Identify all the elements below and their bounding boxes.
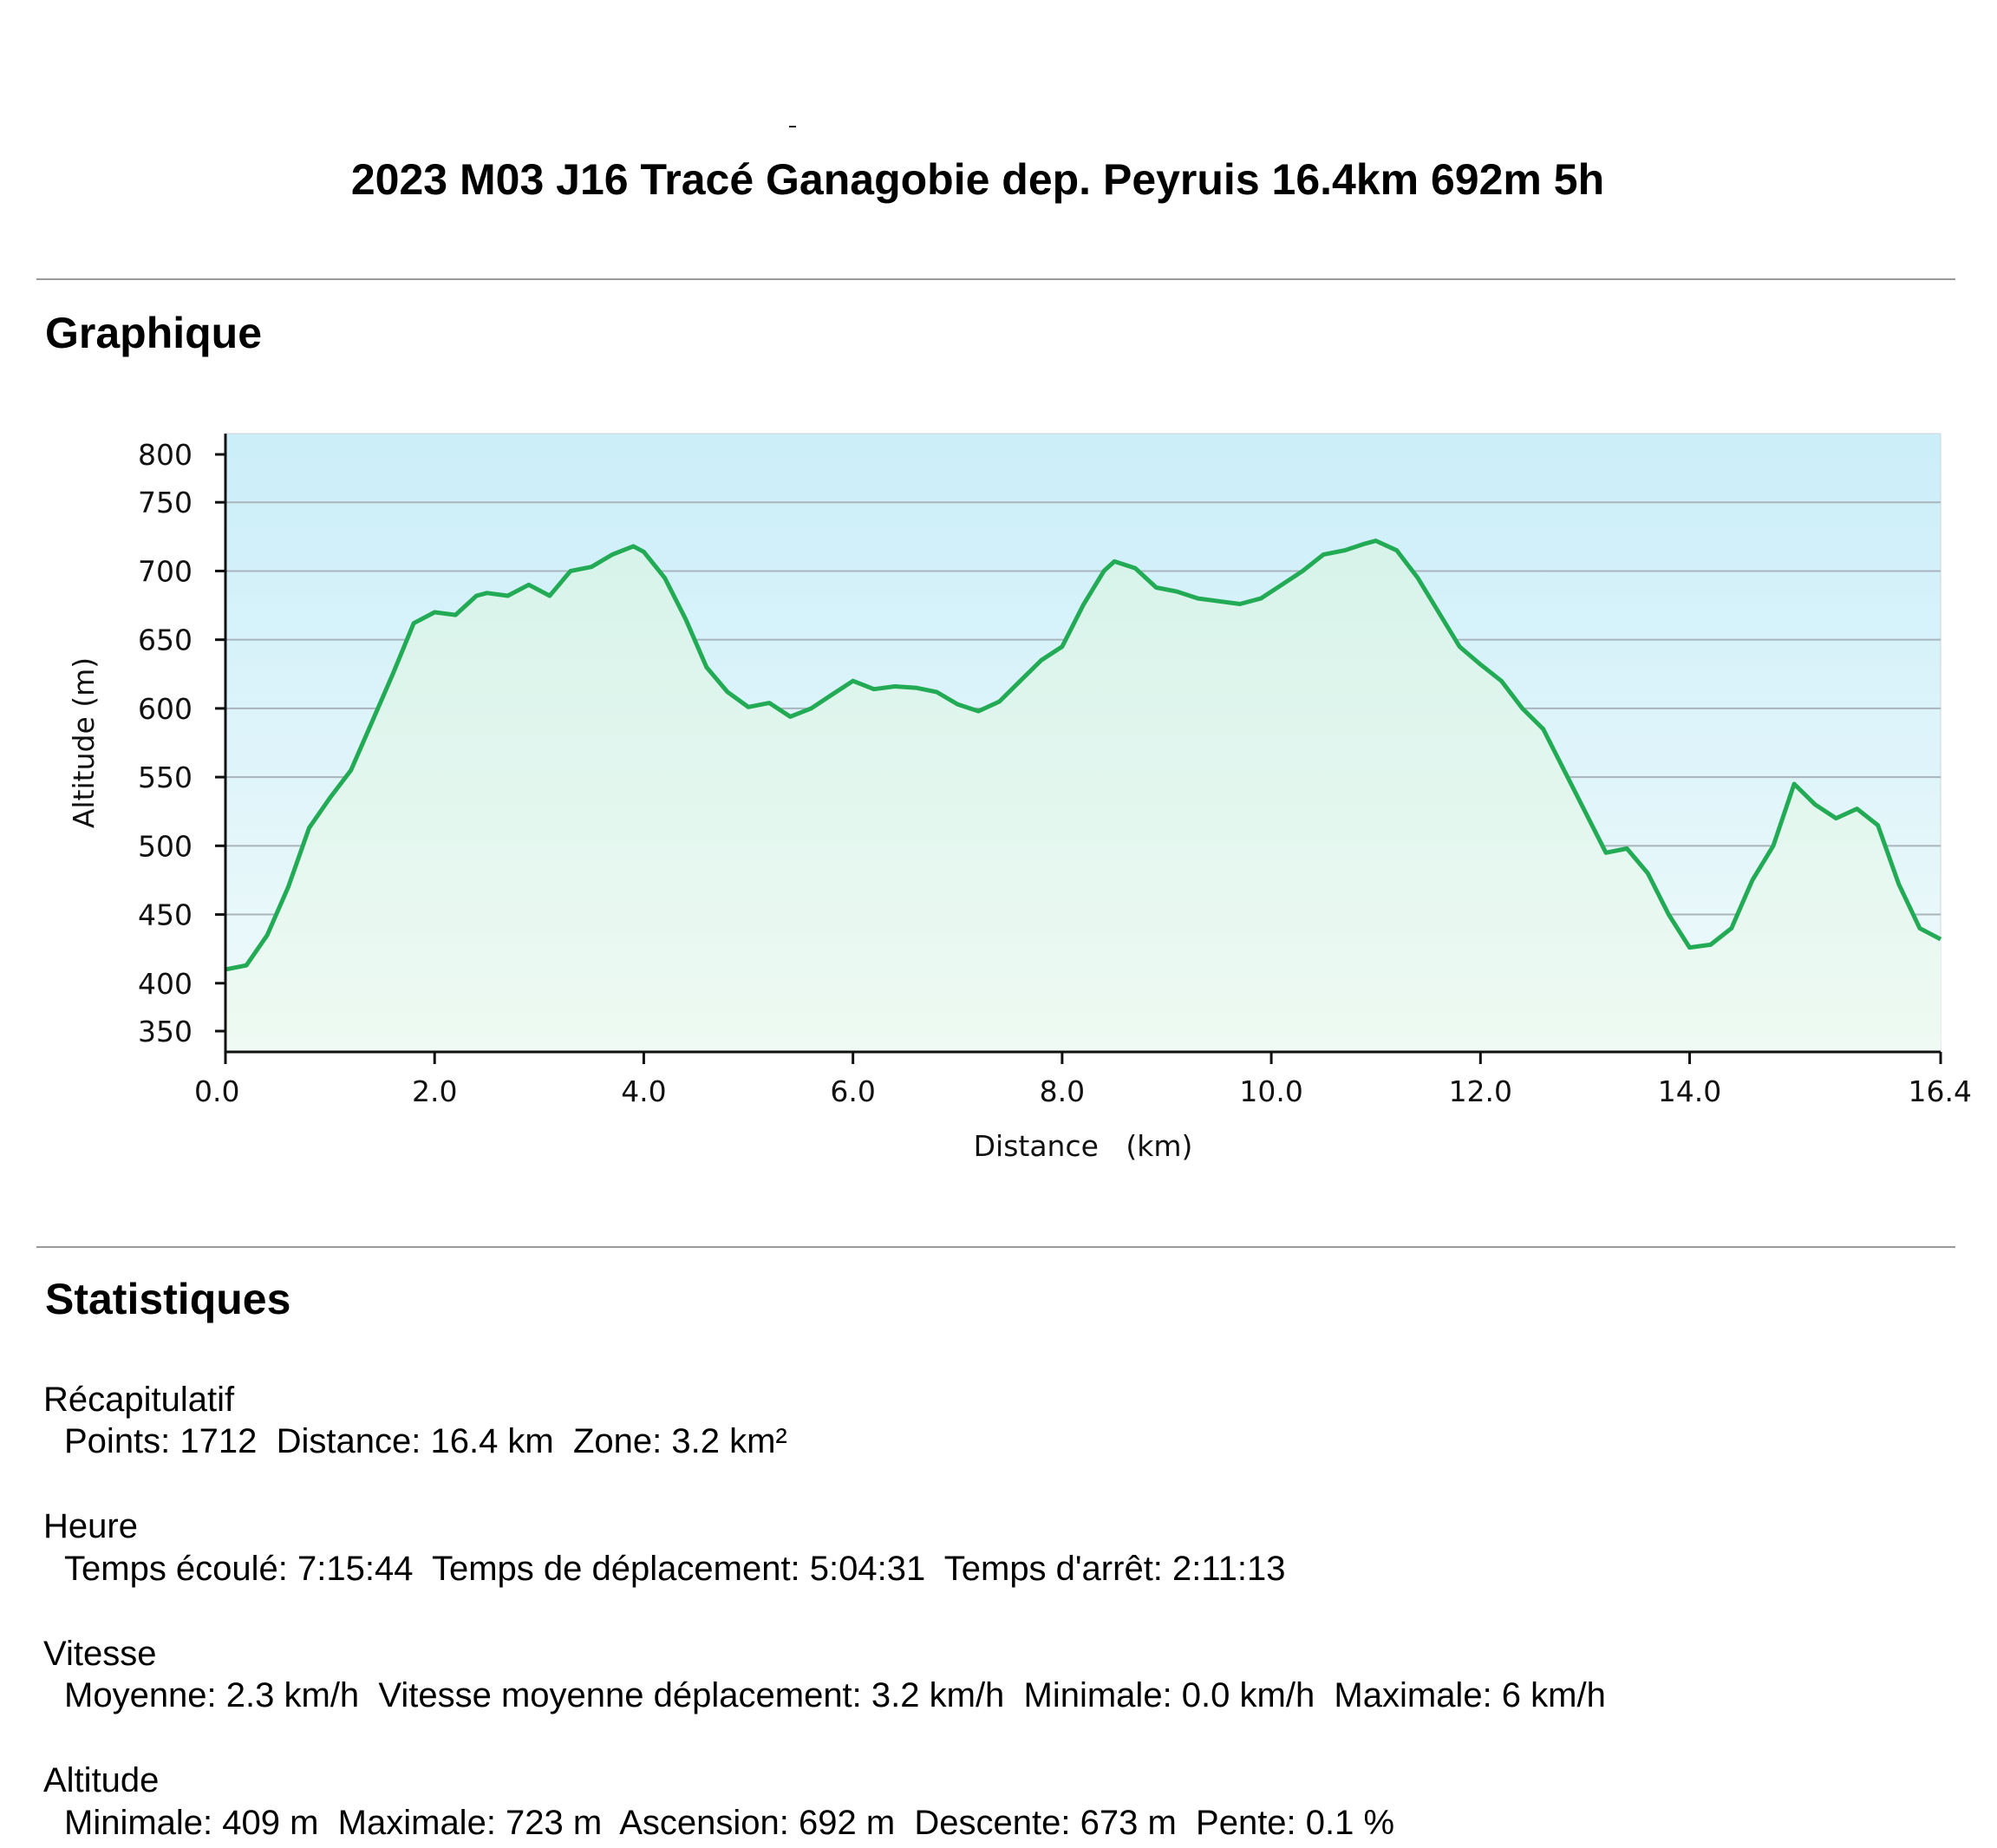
- stats-heading: Statistiques: [45, 1275, 291, 1323]
- y-tick-label: 350: [138, 1015, 193, 1048]
- y-axis-ticks: 800 750 700 650 600 550 500 450 400 350: [138, 438, 225, 1048]
- x-axis-ticks: 0.0 2.0 4.0 6.0 8.0 10.0 12.0 14.0 16.4: [194, 1052, 1972, 1108]
- y-tick-label: 600: [138, 692, 193, 726]
- x-tick-label: 2.0: [412, 1074, 457, 1108]
- y-tick-label: 650: [138, 624, 193, 657]
- axes: [224, 434, 1941, 1054]
- x-tick-label: 0.0: [194, 1074, 239, 1108]
- y-tick-label: 700: [138, 554, 193, 588]
- time-heading: Heure: [43, 1507, 138, 1545]
- graph-heading: Graphique: [45, 309, 263, 357]
- y-tick-label: 500: [138, 829, 193, 863]
- elevation-area: [225, 540, 1941, 1052]
- x-tick-label: 6.0: [830, 1074, 875, 1108]
- decorative-dash: [789, 126, 796, 127]
- x-tick-label: 10.0: [1239, 1074, 1302, 1108]
- x-axis-label: Distance (km): [974, 1129, 1193, 1163]
- elevation-chart: 800 750 700 650 600 550 500 450 400 350 0.0 2.0 4.0…: [67, 433, 1972, 1163]
- x-tick-label: 14.0: [1658, 1074, 1721, 1108]
- divider-middle: [36, 1246, 1955, 1248]
- y-tick-label: 800: [138, 438, 193, 472]
- page-title: 2023 M03 J16 Tracé Ganagobie dep. Peyrui…: [350, 155, 1605, 204]
- y-axis-label: Altitude (m): [67, 657, 101, 828]
- altitude-heading: Altitude: [43, 1761, 160, 1799]
- speed-values: Moyenne: 2.3 km/h Vitesse moyenne déplac…: [64, 1676, 1606, 1714]
- elevation-line: [225, 539, 1942, 972]
- summary-values: Points: 1712 Distance: 16.4 km Zone: 3.2…: [64, 1422, 787, 1460]
- time-values: Temps écoulé: 7:15:44 Temps de déplaceme…: [64, 1550, 1286, 1588]
- y-tick-label: 450: [138, 898, 193, 932]
- speed-heading: Vitesse: [43, 1635, 157, 1673]
- y-tick-label: 400: [138, 967, 193, 1001]
- altitude-values: Minimale: 409 m Maximale: 723 m Ascensio…: [64, 1804, 1395, 1842]
- y-tick-label: 750: [138, 486, 193, 519]
- x-tick-label: 16.4: [1909, 1074, 1972, 1108]
- y-tick-label: 550: [138, 761, 193, 794]
- x-tick-label: 12.0: [1449, 1074, 1512, 1108]
- x-tick-label: 8.0: [1040, 1074, 1085, 1108]
- x-tick-label: 4.0: [621, 1074, 666, 1108]
- summary-heading: Récapitulatif: [43, 1381, 235, 1419]
- divider-top: [36, 278, 1955, 280]
